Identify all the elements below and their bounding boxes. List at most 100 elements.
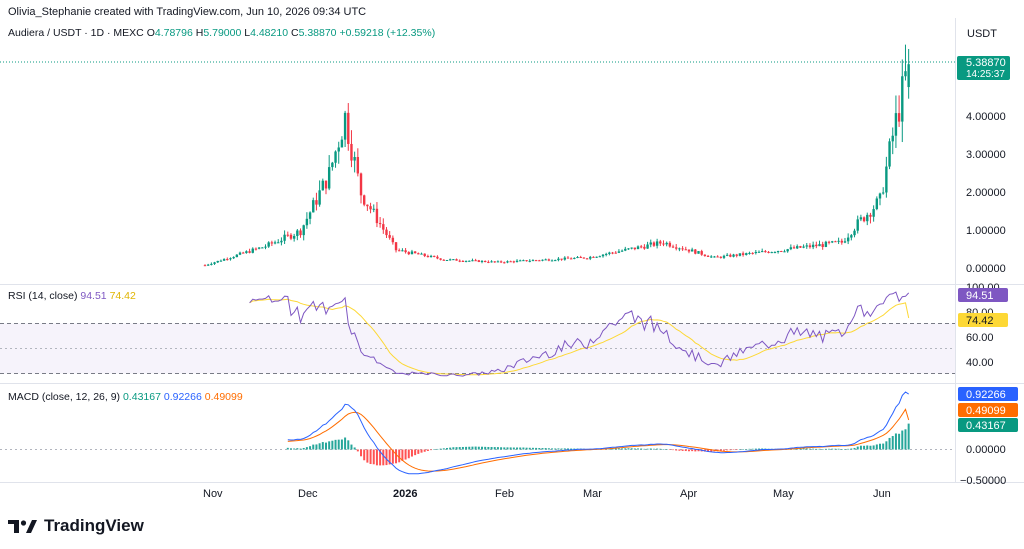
candle-body <box>881 192 885 194</box>
quote-currency[interactable]: USDT <box>967 28 997 40</box>
candle-body <box>557 258 560 261</box>
macd-histogram-bar <box>318 443 321 450</box>
candle-body <box>522 260 525 262</box>
candle-body <box>776 251 780 253</box>
candle-body <box>292 235 296 239</box>
macd-series[interactable] <box>286 391 910 475</box>
macd-axis[interactable]: 0.00000 −0.50000 <box>960 444 1006 487</box>
candle-body <box>757 251 761 253</box>
candle-body <box>866 214 869 222</box>
candle-body <box>783 251 786 253</box>
candle-body <box>614 252 617 254</box>
candle-body <box>216 260 219 263</box>
macd-histogram-bar <box>312 444 315 450</box>
candle-body <box>786 249 789 252</box>
macd-histogram-bar <box>837 448 840 450</box>
time-tick: Apr <box>680 488 697 500</box>
candle-body <box>799 246 802 248</box>
candle-body <box>226 259 229 261</box>
candle-body <box>286 234 289 236</box>
time-tick: Dec <box>298 488 318 500</box>
candle-body <box>697 251 700 254</box>
macd-histogram-bar <box>735 449 738 450</box>
candle-body <box>821 244 824 247</box>
macd-histogram-bar <box>799 448 802 450</box>
candle-body <box>595 256 598 258</box>
countdown-text: 14:25:37 <box>966 69 1005 80</box>
candle-body <box>499 261 503 263</box>
symbol-legend[interactable]: Audiera / USDT · 1D · MEXC O4.78796 H5.7… <box>8 27 435 39</box>
macd-histogram-bar <box>557 448 560 450</box>
macd-signal-badge <box>958 403 1018 417</box>
candle-body <box>426 256 430 258</box>
time-tick: Jun <box>873 488 891 500</box>
rsi-legend[interactable]: RSI (14, close) 94.51 74.42 <box>8 290 136 302</box>
high-label: H <box>195 27 204 39</box>
macd-histogram-bar <box>678 449 681 451</box>
macd-histogram-bar <box>697 449 700 452</box>
candle-body <box>219 260 223 262</box>
macd-line-badge-text: 0.92266 <box>966 389 1006 401</box>
macd-histogram-bar <box>815 448 818 450</box>
candle-body <box>897 113 901 122</box>
candle-body <box>811 244 815 248</box>
candle-body <box>840 240 843 243</box>
candle-body <box>636 246 640 250</box>
price-axis[interactable]: 0.00000 1.00000 2.00000 3.00000 4.00000 <box>966 111 1006 275</box>
macd-histogram-bar <box>652 448 655 450</box>
candle-body <box>509 261 512 263</box>
macd-label[interactable]: MACD (close, 12, 26, 9) <box>8 391 121 403</box>
macd-histogram-bar <box>738 449 741 450</box>
candle-body <box>404 250 407 253</box>
candle-body <box>681 248 684 250</box>
candle-body <box>296 230 299 236</box>
macd-histogram-bar <box>528 447 531 450</box>
candle-body <box>745 253 748 255</box>
low-value: 4.48210 <box>250 27 289 39</box>
candle-body <box>608 252 611 254</box>
candle-body <box>713 256 716 258</box>
candle-body <box>270 242 274 244</box>
candle-body <box>582 257 586 259</box>
macd-histogram-bar <box>742 449 745 450</box>
macd-histogram-bar <box>363 449 366 461</box>
candlestick-series[interactable] <box>203 44 910 267</box>
macd-histogram-bar <box>388 449 391 465</box>
candle-body <box>837 240 840 242</box>
macd-histogram-bar <box>710 449 713 452</box>
candle-body <box>372 208 375 210</box>
macd-signal-value: 0.49099 <box>204 391 243 403</box>
last-price-badge <box>957 56 1010 80</box>
candle-body <box>789 247 793 250</box>
candle-body <box>659 241 662 244</box>
candle-body <box>592 256 595 258</box>
candle-body <box>738 253 742 256</box>
candle-body <box>831 241 834 243</box>
candle-body <box>318 190 321 205</box>
macd-line-value: 0.92266 <box>163 391 202 403</box>
macd-histogram-bar <box>802 448 805 450</box>
candle-body <box>394 242 398 251</box>
candle-body <box>503 262 506 264</box>
candle-body <box>598 256 602 258</box>
macd-histogram-bar <box>843 449 846 450</box>
open-value: 4.78796 <box>154 27 193 39</box>
candle-body <box>213 262 216 264</box>
candle-body <box>448 259 452 261</box>
candle-body <box>248 251 251 253</box>
macd-legend[interactable]: MACD (close, 12, 26, 9) 0.43167 0.92266 … <box>8 391 243 403</box>
candle-body <box>719 256 723 258</box>
candle-body <box>353 157 356 161</box>
candle-body <box>554 260 557 262</box>
time-axis[interactable]: Nov Dec 2026 Feb Mar Apr May Jun <box>203 488 891 500</box>
symbol-name[interactable]: Audiera / USDT · 1D · MEXC <box>8 27 144 39</box>
tradingview-logo[interactable]: TradingView <box>8 516 144 536</box>
macd-histogram-bar <box>570 448 573 450</box>
rsi-label[interactable]: RSI (14, close) <box>8 290 78 302</box>
candle-body <box>343 112 347 140</box>
rsi-series[interactable] <box>249 291 910 377</box>
candle-body <box>662 243 665 245</box>
time-tick: Nov <box>203 488 223 500</box>
candle-body <box>493 261 496 263</box>
